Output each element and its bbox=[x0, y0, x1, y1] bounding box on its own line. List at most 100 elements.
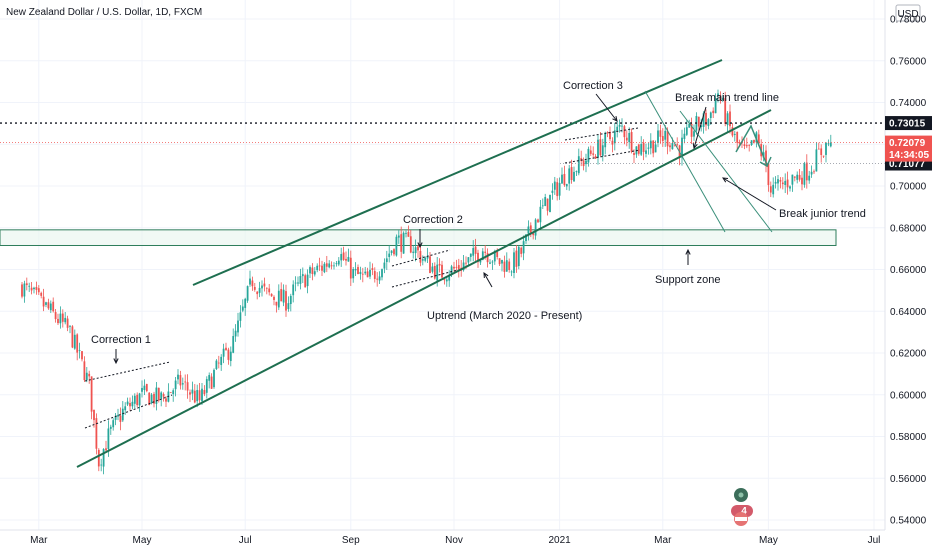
candle-body bbox=[198, 390, 201, 401]
time-tick-label: Sep bbox=[342, 535, 360, 546]
candle-body bbox=[527, 226, 530, 234]
candle-body bbox=[810, 171, 813, 175]
candle-body bbox=[525, 234, 527, 241]
candle-body bbox=[294, 282, 297, 284]
currency-badge[interactable] bbox=[895, 4, 921, 22]
time-tick-label: Mar bbox=[654, 535, 672, 546]
candle-body bbox=[606, 132, 609, 134]
candle-body bbox=[347, 256, 350, 262]
candle-body bbox=[268, 288, 271, 293]
correction3-arrow bbox=[595, 93, 618, 122]
candle-body bbox=[498, 258, 501, 265]
candle-body bbox=[472, 248, 475, 256]
candle-body bbox=[37, 288, 40, 293]
candle-body bbox=[412, 251, 415, 253]
candle-body bbox=[717, 93, 719, 97]
candle-body bbox=[534, 219, 537, 236]
candle-body bbox=[157, 387, 160, 401]
candle-body bbox=[462, 262, 465, 271]
time-tick-label: Nov bbox=[445, 535, 463, 546]
candle-body bbox=[429, 256, 431, 274]
candle-body bbox=[215, 360, 218, 370]
candle-body bbox=[340, 254, 343, 261]
candle-body bbox=[105, 448, 107, 451]
candle-body bbox=[172, 390, 175, 395]
candle-body bbox=[373, 271, 376, 279]
candlestick-series bbox=[21, 89, 832, 475]
candle-body bbox=[433, 265, 436, 279]
earnings-badge-count: 4 bbox=[741, 506, 747, 517]
candle-body bbox=[95, 418, 98, 449]
candle-body bbox=[369, 269, 371, 277]
candle-body bbox=[522, 241, 525, 254]
candle-body bbox=[815, 149, 818, 172]
candle-body bbox=[551, 190, 554, 193]
candle-body bbox=[721, 97, 724, 101]
time-tick-label: Jul bbox=[239, 535, 252, 546]
candle-body bbox=[42, 296, 45, 307]
candle-body bbox=[510, 271, 513, 273]
price-axis[interactable]: USD 0.780000.760000.740000.720000.700000… bbox=[884, 0, 932, 530]
candle-body bbox=[774, 181, 777, 184]
chart-title: New Zealand Dollar / U.S. Dollar, 1D, FX… bbox=[6, 7, 202, 18]
candle-body bbox=[71, 326, 74, 348]
candle-body bbox=[582, 160, 585, 167]
candle-body bbox=[49, 303, 52, 311]
candle-body bbox=[570, 167, 573, 181]
candle-body bbox=[515, 250, 518, 267]
candle-body bbox=[234, 330, 237, 337]
candle-body bbox=[186, 382, 189, 391]
candle-body bbox=[580, 158, 583, 161]
candle-body bbox=[637, 144, 640, 154]
candle-body bbox=[251, 280, 254, 287]
price-tick-label: 0.68000 bbox=[890, 223, 927, 234]
candle-body bbox=[609, 131, 611, 140]
candle-body bbox=[73, 334, 76, 349]
candle-body bbox=[138, 393, 141, 406]
candle-body bbox=[618, 124, 621, 127]
candle-body bbox=[246, 286, 249, 301]
price-axis-background bbox=[885, 0, 932, 530]
candle-body bbox=[431, 266, 434, 272]
time-axis[interactable]: Mar May Jul Sep Nov 2021 Mar May Jul bbox=[0, 529, 885, 550]
candle-body bbox=[549, 194, 551, 212]
candle-body bbox=[825, 142, 827, 155]
candle-body bbox=[474, 246, 477, 254]
candle-body bbox=[306, 274, 309, 287]
candle-body bbox=[153, 393, 155, 404]
candle-body bbox=[491, 261, 494, 263]
correction1-label: Correction 1 bbox=[91, 334, 151, 346]
candle-body bbox=[505, 260, 508, 272]
candle-body bbox=[597, 139, 599, 158]
candle-body bbox=[352, 269, 355, 279]
candle-body bbox=[729, 111, 731, 127]
candle-body bbox=[184, 381, 187, 383]
candle-body bbox=[102, 449, 105, 467]
candle-body bbox=[81, 351, 83, 360]
current-price-label: 0.72079 bbox=[889, 138, 926, 149]
candle-body bbox=[493, 251, 496, 262]
candle-body bbox=[532, 232, 535, 236]
candle-body bbox=[349, 257, 352, 279]
candle-body bbox=[371, 268, 374, 270]
candle-body bbox=[664, 130, 667, 140]
correction1-arrow-head bbox=[113, 358, 119, 365]
candle-body bbox=[424, 257, 427, 261]
candle-body bbox=[438, 263, 441, 266]
candle-body bbox=[90, 376, 93, 412]
time-tick-label: 2021 bbox=[548, 535, 571, 546]
candle-body bbox=[556, 182, 559, 197]
candle-body bbox=[753, 139, 755, 143]
candle-body bbox=[455, 266, 458, 268]
candle-body bbox=[563, 173, 566, 186]
event-marker[interactable]: 4 bbox=[731, 488, 753, 526]
uptrend-line bbox=[76, 109, 772, 468]
candle-body bbox=[791, 174, 794, 185]
candle-body bbox=[777, 179, 779, 184]
candle-body bbox=[112, 420, 115, 428]
candle-body bbox=[707, 119, 710, 126]
candle-body bbox=[779, 180, 782, 182]
